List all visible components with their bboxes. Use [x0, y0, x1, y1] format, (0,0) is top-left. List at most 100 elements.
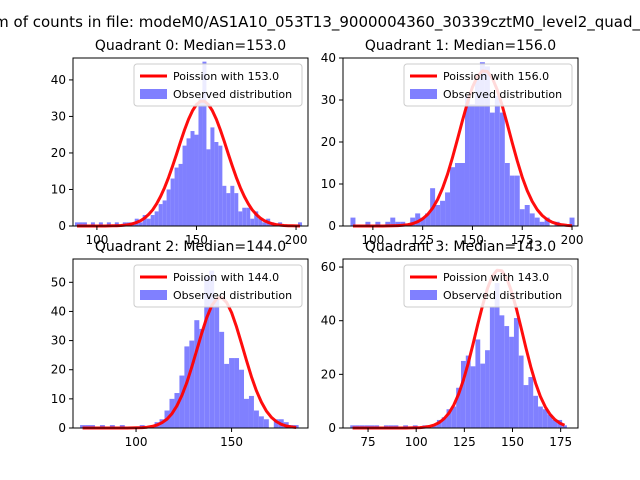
histogram-bar — [385, 221, 391, 226]
histogram-bar — [519, 209, 525, 226]
histogram-bar — [533, 395, 539, 428]
x-tick-label: 150 — [501, 435, 524, 449]
histogram-bar — [375, 221, 381, 226]
histogram-bar — [470, 366, 476, 428]
histogram-bar — [174, 167, 179, 226]
y-tick-label: 40 — [321, 314, 336, 328]
histogram-bar — [206, 149, 211, 226]
legend: Poission with 153.0 Observed distribution — [133, 63, 303, 107]
histogram-bar — [204, 276, 210, 428]
histogram-bar — [455, 163, 461, 226]
legend: Poission with 143.0 Observed distribution — [403, 264, 573, 308]
legend-hist-label: Observed distribution — [173, 289, 292, 302]
histogram-bar — [350, 217, 356, 226]
y-tick-label: 0 — [328, 421, 336, 435]
histogram-bar — [150, 215, 155, 226]
y-tick-label: 30 — [321, 93, 336, 107]
histogram-bar — [239, 369, 244, 428]
legend-hist-label: Observed distribution — [443, 88, 562, 101]
histogram-bar — [465, 355, 471, 428]
legend-box — [133, 63, 303, 107]
histogram-bar — [475, 339, 481, 428]
histogram-bar — [142, 215, 147, 226]
legend-fit-label: Poission with 153.0 — [173, 70, 279, 83]
histogram-bar — [499, 112, 505, 226]
histogram-bar — [479, 62, 485, 227]
histogram-bar — [174, 393, 180, 428]
histogram-bar — [194, 134, 199, 226]
x-tick-label: 125 — [453, 435, 476, 449]
histogram-bar — [190, 131, 195, 226]
histogram-bar — [410, 217, 416, 226]
histogram-bar — [80, 425, 86, 428]
histogram-bar — [474, 79, 480, 226]
legend-hist-swatch — [140, 290, 167, 300]
histogram-bar — [415, 213, 421, 226]
histogram-bar — [202, 61, 207, 226]
legend-hist-swatch — [140, 89, 167, 99]
histogram-bar — [440, 200, 446, 226]
axes-frame — [72, 57, 309, 227]
x-tick-label: 150 — [461, 233, 484, 247]
histogram-bar — [234, 193, 239, 226]
y-tick-label: 0 — [328, 219, 336, 233]
histogram-bar — [513, 318, 519, 428]
histogram-bar — [518, 355, 524, 428]
legend-hist-label: Observed distribution — [443, 289, 562, 302]
histogram-bar — [258, 218, 263, 226]
x-tick-label: 75 — [360, 435, 375, 449]
y-tick-label: 20 — [321, 367, 336, 381]
histogram-bar — [199, 328, 205, 428]
histogram-bar — [254, 211, 259, 226]
x-tick-label: 150 — [185, 233, 208, 247]
histogram-bar — [460, 360, 466, 428]
histogram-bar — [538, 406, 543, 428]
histogram-bar — [298, 222, 303, 226]
chart-panel-1: Quadrant 1: Median=156.0 100 125 150 175 200 0… — [321, 38, 584, 247]
histogram-bar — [528, 377, 534, 428]
histogram-bar — [250, 218, 255, 226]
histogram-bar — [494, 283, 500, 428]
histogram-bar — [552, 419, 558, 428]
histogram-bar — [214, 299, 220, 428]
histogram-bar — [248, 395, 254, 428]
y-tick-label: 30 — [51, 334, 66, 348]
histogram-bar — [162, 200, 167, 226]
y-tick-label: 20 — [51, 363, 66, 377]
x-tick-label: 200 — [285, 233, 308, 247]
x-tick-label: 125 — [411, 233, 434, 247]
histogram-bar — [222, 185, 227, 226]
histogram-bar — [420, 217, 426, 226]
histogram-bar — [523, 385, 529, 428]
figure-suptitle: Histogram of counts in file: modeM0/AS1A… — [0, 13, 640, 32]
histogram-bar — [504, 163, 510, 226]
histogram-bar — [441, 417, 447, 428]
histogram-bar — [435, 205, 441, 226]
histogram-bar — [489, 307, 495, 428]
chart-panel-2: Quadrant 2: Median=144.0 100 150 0 10 20 30 40 5… — [51, 239, 309, 449]
histogram-bar — [114, 222, 119, 226]
histogram-bar — [534, 217, 540, 226]
histogram-bar — [562, 425, 567, 428]
y-tick-label: 10 — [51, 182, 66, 196]
histogram-bar — [504, 326, 510, 428]
histogram-bar — [246, 207, 251, 226]
legend: Poission with 144.0 Observed distribution — [133, 264, 303, 308]
histogram-bar — [218, 145, 223, 226]
legend-fit-label: Poission with 144.0 — [173, 271, 279, 284]
histogram-bar — [210, 127, 215, 226]
histogram-bar — [544, 217, 550, 226]
histogram-bar — [198, 98, 203, 226]
y-tick-label: 20 — [51, 146, 66, 160]
histogram-bar — [106, 222, 111, 226]
x-tick-label: 150 — [220, 435, 243, 449]
y-tick-label: 10 — [321, 177, 336, 191]
histogram-bar — [524, 205, 530, 226]
legend-hist-label: Observed distribution — [173, 88, 292, 101]
histogram-bar — [529, 213, 535, 226]
chart-panel-3: Quadrant 3: Median=143.0 75 100 125 150 175 0 2… — [321, 239, 579, 449]
histogram-bar — [98, 222, 103, 226]
histogram-bar — [499, 315, 505, 428]
histogram-bar — [253, 410, 259, 428]
